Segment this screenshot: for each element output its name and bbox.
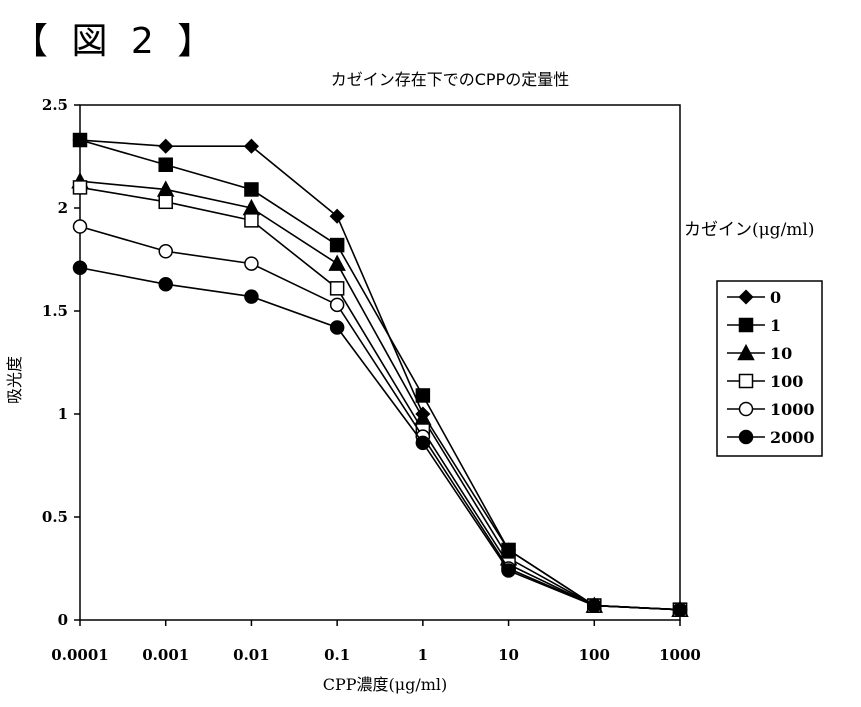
x-axis-label: CPP濃度(μg/ml) <box>323 675 448 694</box>
y-tick-label: 1.5 <box>42 302 68 320</box>
x-tick-label: 1 <box>418 646 428 664</box>
legend-label: 10 <box>770 344 792 363</box>
data-point <box>674 603 687 616</box>
series-line <box>80 140 680 610</box>
series-line <box>80 140 680 610</box>
data-point <box>740 403 753 416</box>
legend-label: 0 <box>770 288 781 307</box>
legend: 0 1 10 100 1000 2000 <box>717 281 822 456</box>
data-point <box>740 375 753 388</box>
data-point <box>331 239 344 252</box>
legend-label: 1 <box>770 316 781 335</box>
x-tick-label: 0.0001 <box>51 646 108 664</box>
data-point <box>331 282 344 295</box>
x-tick-label: 0.001 <box>142 646 189 664</box>
y-tick-label: 0.5 <box>42 508 68 526</box>
data-point <box>740 319 753 332</box>
data-point <box>245 214 258 227</box>
data-point <box>159 158 172 171</box>
data-point <box>331 298 344 311</box>
series-10 <box>73 174 688 616</box>
data-point <box>159 245 172 258</box>
data-point <box>588 599 601 612</box>
data-point <box>245 290 258 303</box>
y-axis: 0 0.5 1 1.5 2 2.5 <box>42 96 80 629</box>
data-point <box>74 220 87 233</box>
data-point <box>502 564 515 577</box>
x-tick-label: 0.01 <box>233 646 270 664</box>
data-point <box>74 134 87 147</box>
series-layer <box>73 134 688 617</box>
plot-area <box>80 105 680 620</box>
y-tick-label: 2 <box>58 199 68 217</box>
data-point <box>416 389 429 402</box>
data-point <box>331 321 344 334</box>
x-tick-label: 0.1 <box>324 646 350 664</box>
x-tick-label: 1000 <box>659 646 701 664</box>
x-axis: 0.0001 0.001 0.01 0.1 1 10 100 1000 <box>51 620 701 664</box>
data-point <box>159 278 172 291</box>
data-point <box>159 195 172 208</box>
legend-label: 1000 <box>770 400 815 419</box>
y-tick-label: 2.5 <box>42 96 68 114</box>
data-point <box>159 140 172 153</box>
data-point <box>330 256 345 270</box>
legend-label: 100 <box>770 372 803 391</box>
data-point <box>740 431 753 444</box>
x-tick-label: 100 <box>579 646 610 664</box>
data-point <box>74 181 87 194</box>
x-tick-label: 10 <box>498 646 519 664</box>
data-point <box>245 257 258 270</box>
y-axis-label: 吸光度 <box>5 356 24 404</box>
y-tick-label: 0 <box>58 611 68 629</box>
data-point <box>416 436 429 449</box>
y-tick-label: 1 <box>58 405 68 423</box>
legend-label: 2000 <box>770 428 815 447</box>
data-point <box>245 183 258 196</box>
data-point <box>74 261 87 274</box>
